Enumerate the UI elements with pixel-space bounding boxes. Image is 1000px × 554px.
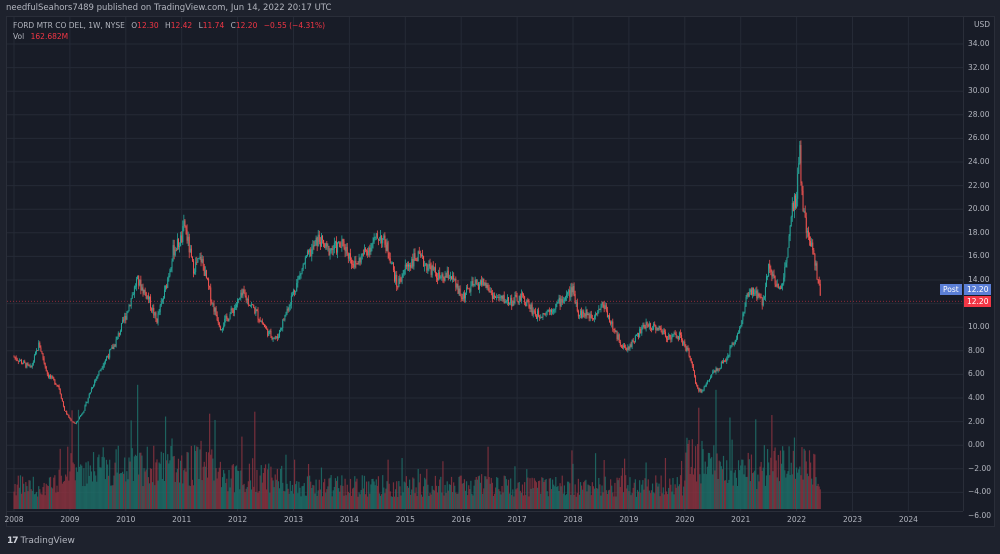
time-tick-label: 2011	[172, 515, 192, 524]
price-tick-label: 30.00	[968, 86, 990, 96]
time-tick-label: 2024	[898, 515, 918, 524]
open-value: 12.30	[137, 21, 159, 30]
time-tick-label: 2022	[787, 515, 807, 524]
price-tick-label: 10.00	[968, 322, 990, 332]
time-tick-label: 2017	[507, 515, 527, 524]
time-tick-label: 2008	[4, 515, 24, 524]
price-tick-label: 24.00	[968, 157, 990, 166]
price-tick-label: −6.00	[968, 511, 991, 520]
chart-plot-area[interactable]: FORD MTR CO DEL, 1W, NYSE O12.30 H12.42 …	[7, 17, 963, 517]
post-market-price-tag: 12.20	[964, 284, 992, 295]
time-tick-label: 2013	[283, 515, 304, 524]
time-tick-label: 2019	[619, 515, 639, 524]
price-tick-label: 4.00	[968, 393, 985, 402]
post-market-label: Post	[940, 284, 962, 295]
price-tick-label: 32.00	[968, 62, 990, 72]
time-tick-label: 2010	[116, 515, 136, 524]
time-axis[interactable]: 2008 2009 2010 2011 2012 2013 2014 2015 2016 2017…	[4, 511, 963, 527]
price-tick-label: 26.00	[968, 133, 990, 143]
currency-label: USD	[974, 20, 991, 29]
time-tick-label: 2016	[451, 515, 471, 524]
brand-name: TradingView	[20, 536, 75, 546]
volume-label: Vol	[13, 32, 25, 41]
low-label: L	[198, 21, 203, 30]
publisher-text: needfulSeahors7489 published on TradingV…	[6, 3, 332, 13]
close-value: 12.20	[235, 21, 258, 30]
close-label: C	[230, 21, 236, 30]
open-label: O	[131, 21, 138, 30]
price-tick-label: 14.00	[968, 275, 990, 284]
price-tick-label: 20.00	[968, 204, 990, 214]
publisher-bar: needfulSeahors7489 published on TradingV…	[0, 0, 1000, 16]
low-value: 11.74	[202, 21, 225, 30]
price-tick-label: −4.00	[968, 487, 991, 497]
price-tick-label: 8.00	[968, 345, 985, 355]
time-tick-label: 2023	[842, 515, 863, 524]
footer: 17 TradingView	[0, 527, 1000, 554]
symbol-label: FORD MTR CO DEL, 1W, NYSE	[13, 21, 125, 30]
price-tick-label: 6.00	[968, 369, 985, 379]
time-tick-label: 2009	[60, 515, 80, 524]
time-tick-label: 2021	[731, 515, 751, 524]
price-tick-label: 22.00	[968, 180, 990, 190]
time-tick-label: 2012	[228, 515, 248, 524]
time-tick-label: 2018	[563, 515, 583, 524]
time-tick-label: 2015	[395, 515, 415, 524]
price-axis[interactable]: USD 34.00 32.00 30.00 28.00 26.00 24.00 22.00 2…	[963, 17, 995, 520]
price-tick-label: 28.00	[968, 109, 990, 119]
volume-value: 162.682M	[30, 32, 69, 41]
price-tick-label: 34.00	[968, 39, 990, 48]
price-tick-label: −2.00	[968, 463, 991, 473]
volume-legend: Vol 162.682M	[13, 32, 68, 41]
change-value: −0.55 (−4.31%)	[263, 21, 326, 30]
chart-frame[interactable]: FORD MTR CO DEL, 1W, NYSE O12.30 H12.42 …	[4, 16, 995, 527]
price-chart-svg[interactable]	[7, 17, 963, 517]
price-tick-label: 0.00	[968, 440, 985, 450]
high-value: 12.42	[170, 21, 193, 30]
price-tick-label: 16.00	[968, 251, 990, 261]
time-tick-label: 2020	[675, 515, 695, 524]
price-tick-label: 2.00	[968, 416, 985, 426]
high-label: H	[165, 21, 171, 30]
ohlc-legend: FORD MTR CO DEL, 1W, NYSE O12.30 H12.42 …	[13, 21, 325, 30]
tradingview-brand[interactable]: 17 TradingView	[7, 536, 75, 546]
price-tick-label: 18.00	[968, 227, 990, 237]
last-price-tag: 12.20	[964, 296, 992, 307]
time-tick-label: 2014	[339, 515, 359, 524]
tradingview-logo-icon: 17	[7, 536, 18, 546]
